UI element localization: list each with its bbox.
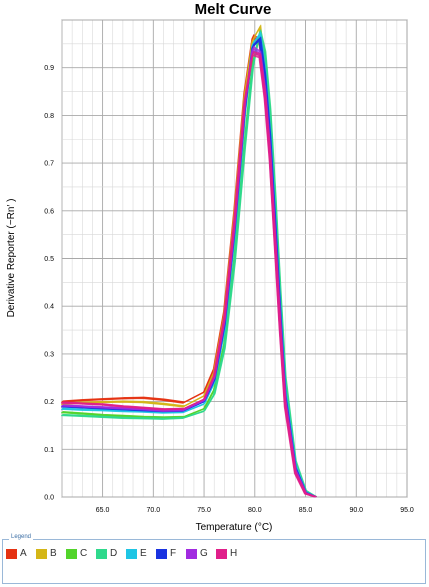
legend-title: Legend xyxy=(9,534,34,540)
legend-item-c[interactable]: C xyxy=(66,548,96,559)
x-tick-label: 65.0 xyxy=(96,507,110,514)
legend-swatch xyxy=(66,548,77,559)
y-tick-label: 0.6 xyxy=(44,208,54,215)
y-tick-label: 0.3 xyxy=(44,351,54,358)
y-tick-label: 0.7 xyxy=(44,161,54,168)
legend-item-e[interactable]: E xyxy=(126,548,156,559)
y-tick-label: 0.9 xyxy=(44,65,54,72)
legend-item-h[interactable]: H xyxy=(216,548,246,559)
legend-swatch xyxy=(186,548,197,559)
y-tick-label: 0.2 xyxy=(44,399,54,406)
legend-item-f[interactable]: F xyxy=(156,548,186,559)
legend-label: C xyxy=(80,548,88,559)
legend-items: A B C D E F G H xyxy=(6,548,246,559)
legend-swatch xyxy=(36,548,47,559)
y-axis-ticks: 0.0 0.1 0.2 0.3 0.4 0.5 0.6 0.7 0.8 0.9 xyxy=(44,65,54,501)
x-tick-label: 85.0 xyxy=(299,507,313,514)
legend-swatch xyxy=(156,548,167,559)
melt-curve-chart: Melt Curve 65.0 70.0 75.0 80.0 85.0 90.0 95.0 … xyxy=(6,1,414,533)
series-lines xyxy=(61,24,317,498)
x-tick-label: 95.0 xyxy=(400,507,414,514)
x-tick-label: 75.0 xyxy=(197,507,211,514)
legend-label: E xyxy=(140,548,147,559)
y-tick-label: 0.5 xyxy=(44,256,54,263)
x-axis-label: Temperature (°C) xyxy=(196,522,273,533)
legend: Legend A B C D E F G H xyxy=(2,534,426,584)
legend-label: F xyxy=(170,548,177,559)
legend-swatch xyxy=(126,548,137,559)
legend-item-a[interactable]: A xyxy=(6,548,36,559)
y-tick-label: 0.0 xyxy=(44,495,54,502)
y-axis-label: Derivative Reporter (−Rn′ ) xyxy=(6,199,17,318)
x-tick-label: 90.0 xyxy=(349,507,363,514)
legend-item-b[interactable]: B xyxy=(36,548,66,559)
y-tick-label: 0.8 xyxy=(44,113,54,120)
legend-label: A xyxy=(20,548,27,559)
series-h xyxy=(61,50,317,498)
legend-label: H xyxy=(230,548,238,559)
legend-item-g[interactable]: G xyxy=(186,548,216,559)
chart-title: Melt Curve xyxy=(195,1,272,18)
legend-label: G xyxy=(200,548,208,559)
x-tick-label: 80.0 xyxy=(248,507,262,514)
y-tick-label: 0.4 xyxy=(44,304,54,311)
y-tick-label: 0.1 xyxy=(44,447,54,454)
legend-item-d[interactable]: D xyxy=(96,548,126,559)
x-axis-ticks: 65.0 70.0 75.0 80.0 85.0 90.0 95.0 xyxy=(96,507,414,514)
legend-swatch xyxy=(96,548,107,559)
legend-swatch xyxy=(6,548,17,559)
legend-label: D xyxy=(110,548,118,559)
legend-label: B xyxy=(50,548,57,559)
series-line-h xyxy=(61,52,316,498)
legend-swatch xyxy=(216,548,227,559)
x-tick-label: 70.0 xyxy=(147,507,161,514)
